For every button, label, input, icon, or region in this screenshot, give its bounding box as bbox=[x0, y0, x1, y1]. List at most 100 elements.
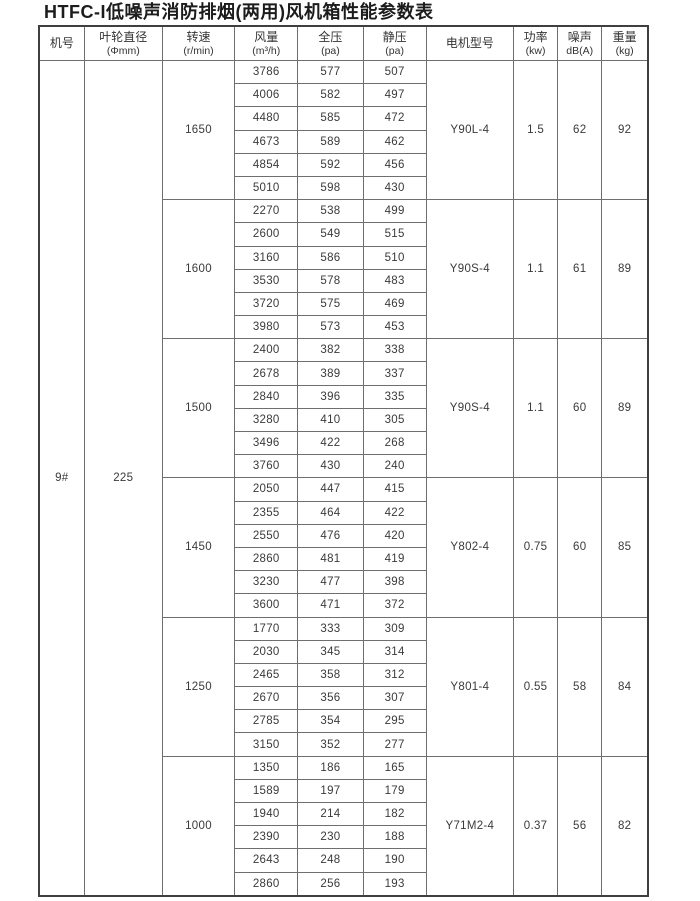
flow-cell: 3280 bbox=[234, 407, 299, 433]
flow-cell: 2678 bbox=[234, 361, 299, 386]
motor-model-cell: Y90S-4 bbox=[425, 199, 515, 340]
table-row: 2643 248 190 bbox=[39, 848, 648, 873]
table-row: 2785 354 295 bbox=[39, 709, 648, 734]
table-row: 4480 585 472 bbox=[39, 106, 648, 131]
motor-model-cell: Y801-4 bbox=[425, 616, 515, 757]
static-pressure-cell: 305 bbox=[362, 407, 427, 433]
total-pressure-cell: 396 bbox=[297, 384, 364, 409]
impeller-diameter-cell: 225 bbox=[83, 59, 163, 897]
power-cell: 1.5 bbox=[513, 59, 559, 201]
table-row: 1500 2400 382 338 Y90S-4 1.1 60 89 bbox=[39, 338, 649, 479]
flow-cell: 2860 bbox=[234, 871, 299, 897]
total-pressure-cell: 592 bbox=[297, 152, 364, 177]
static-pressure-cell: 483 bbox=[362, 268, 427, 293]
power-cell: 1.1 bbox=[513, 338, 559, 479]
flow-cell: 2600 bbox=[234, 222, 299, 247]
table-row: 2600 549 515 bbox=[39, 222, 648, 247]
table-row: 4006 582 497 bbox=[39, 83, 648, 108]
noise-cell: 58 bbox=[557, 616, 603, 757]
static-pressure-cell: 295 bbox=[362, 709, 427, 734]
total-pressure-cell: 575 bbox=[297, 291, 364, 317]
total-pressure-cell: 389 bbox=[297, 361, 364, 386]
total-pressure-cell: 197 bbox=[297, 778, 364, 804]
col-header-label: 机号 bbox=[49, 36, 74, 50]
table-row: 4854 592 456 bbox=[39, 152, 648, 177]
speed-cell: 1000 bbox=[161, 755, 236, 897]
col-header-unit: (pa) bbox=[385, 45, 404, 57]
total-pressure-cell: 447 bbox=[297, 477, 364, 502]
total-pressure-cell: 476 bbox=[297, 523, 364, 548]
speed-cell: 1450 bbox=[161, 477, 236, 618]
total-pressure-cell: 589 bbox=[297, 129, 364, 154]
static-pressure-cell: 309 bbox=[362, 616, 427, 641]
table-header: 机号 叶轮直径 (Φmm) 转速 (r/min) 风量 (m³/h) 全压 (pa) 静压 (pa)… bbox=[38, 25, 649, 61]
total-pressure-cell: 471 bbox=[297, 593, 364, 618]
col-header-label: 功率 bbox=[523, 30, 548, 44]
flow-cell: 2643 bbox=[234, 848, 299, 873]
table-body: 9# 225 1650 3786 577 507 Y90L-4 1.5 62 92 4006 582 4… bbox=[38, 59, 649, 897]
noise-cell: 56 bbox=[557, 755, 603, 897]
total-pressure-cell: 598 bbox=[297, 175, 364, 201]
weight-cell: 89 bbox=[601, 199, 649, 340]
table-row: 3150 352 277 bbox=[39, 732, 648, 757]
total-pressure-cell: 586 bbox=[297, 245, 364, 270]
flow-cell: 2840 bbox=[234, 384, 299, 409]
total-pressure-cell: 430 bbox=[297, 454, 364, 479]
noise-cell: 61 bbox=[557, 199, 603, 340]
col-header-power: 功率 (kw) bbox=[513, 25, 559, 61]
power-cell: 1.1 bbox=[513, 199, 559, 340]
weight-cell: 85 bbox=[601, 477, 649, 618]
col-header-speed: 转速 (r/min) bbox=[161, 25, 236, 61]
flow-cell: 2355 bbox=[234, 500, 299, 525]
table-row: 3600 471 372 bbox=[39, 593, 648, 618]
weight-cell: 92 bbox=[601, 59, 649, 201]
flow-cell: 2860 bbox=[234, 546, 299, 572]
speed-cell: 1600 bbox=[161, 199, 236, 340]
total-pressure-cell: 410 bbox=[297, 407, 364, 433]
static-pressure-cell: 338 bbox=[362, 338, 427, 363]
total-pressure-cell: 585 bbox=[297, 106, 364, 131]
table-row: 2860 481 419 bbox=[39, 546, 648, 572]
total-pressure-cell: 578 bbox=[297, 268, 364, 293]
static-pressure-cell: 277 bbox=[362, 732, 427, 757]
power-cell: 0.55 bbox=[513, 616, 559, 757]
col-header-label: 噪声 bbox=[567, 30, 592, 44]
static-pressure-cell: 193 bbox=[362, 871, 427, 897]
total-pressure-cell: 186 bbox=[297, 755, 364, 780]
total-pressure-cell: 382 bbox=[297, 338, 364, 363]
col-header-motor-model: 电机型号 bbox=[425, 25, 515, 61]
noise-cell: 60 bbox=[557, 477, 603, 618]
static-pressure-cell: 165 bbox=[362, 755, 427, 780]
weight-cell: 89 bbox=[601, 338, 649, 479]
col-header-noise: 噪声 dB(A) bbox=[557, 25, 603, 61]
static-pressure-cell: 497 bbox=[362, 83, 427, 108]
static-pressure-cell: 453 bbox=[362, 315, 427, 340]
static-pressure-cell: 337 bbox=[362, 361, 427, 386]
power-cell: 0.37 bbox=[513, 755, 559, 897]
total-pressure-cell: 352 bbox=[297, 732, 364, 757]
flow-cell: 3980 bbox=[234, 315, 299, 340]
page-title: HTFC-I低噪声消防排烟(两用)风机箱性能参数表 bbox=[44, 2, 434, 22]
table-row: 3230 477 398 bbox=[39, 570, 648, 595]
total-pressure-cell: 577 bbox=[297, 59, 364, 85]
total-pressure-cell: 422 bbox=[297, 430, 364, 456]
table-row: 1450 2050 447 415 Y802-4 0.75 60 85 bbox=[39, 477, 649, 618]
flow-cell: 4480 bbox=[234, 106, 299, 131]
col-header-total-pressure: 全压 (pa) bbox=[297, 25, 364, 61]
static-pressure-cell: 510 bbox=[362, 245, 427, 270]
flow-cell: 3496 bbox=[234, 430, 299, 456]
static-pressure-cell: 372 bbox=[362, 593, 427, 618]
flow-cell: 2670 bbox=[234, 686, 299, 711]
motor-model-cell: Y802-4 bbox=[425, 477, 515, 618]
table-header-row: 机号 叶轮直径 (Φmm) 转速 (r/min) 风量 (m³/h) 全压 (pa) 静压 (pa)… bbox=[38, 25, 649, 61]
col-header-label: 风量 bbox=[254, 30, 279, 44]
total-pressure-cell: 333 bbox=[297, 616, 364, 641]
table-row: 1000 1350 186 165 Y71M2-4 0.37 56 82 bbox=[39, 755, 649, 897]
flow-cell: 3760 bbox=[234, 454, 299, 479]
total-pressure-cell: 477 bbox=[297, 570, 364, 595]
motor-model-cell: Y90S-4 bbox=[425, 338, 515, 479]
col-header-unit: dB(A) bbox=[566, 45, 594, 57]
table-row: 4673 589 462 bbox=[39, 129, 648, 154]
flow-cell: 2050 bbox=[234, 477, 299, 502]
